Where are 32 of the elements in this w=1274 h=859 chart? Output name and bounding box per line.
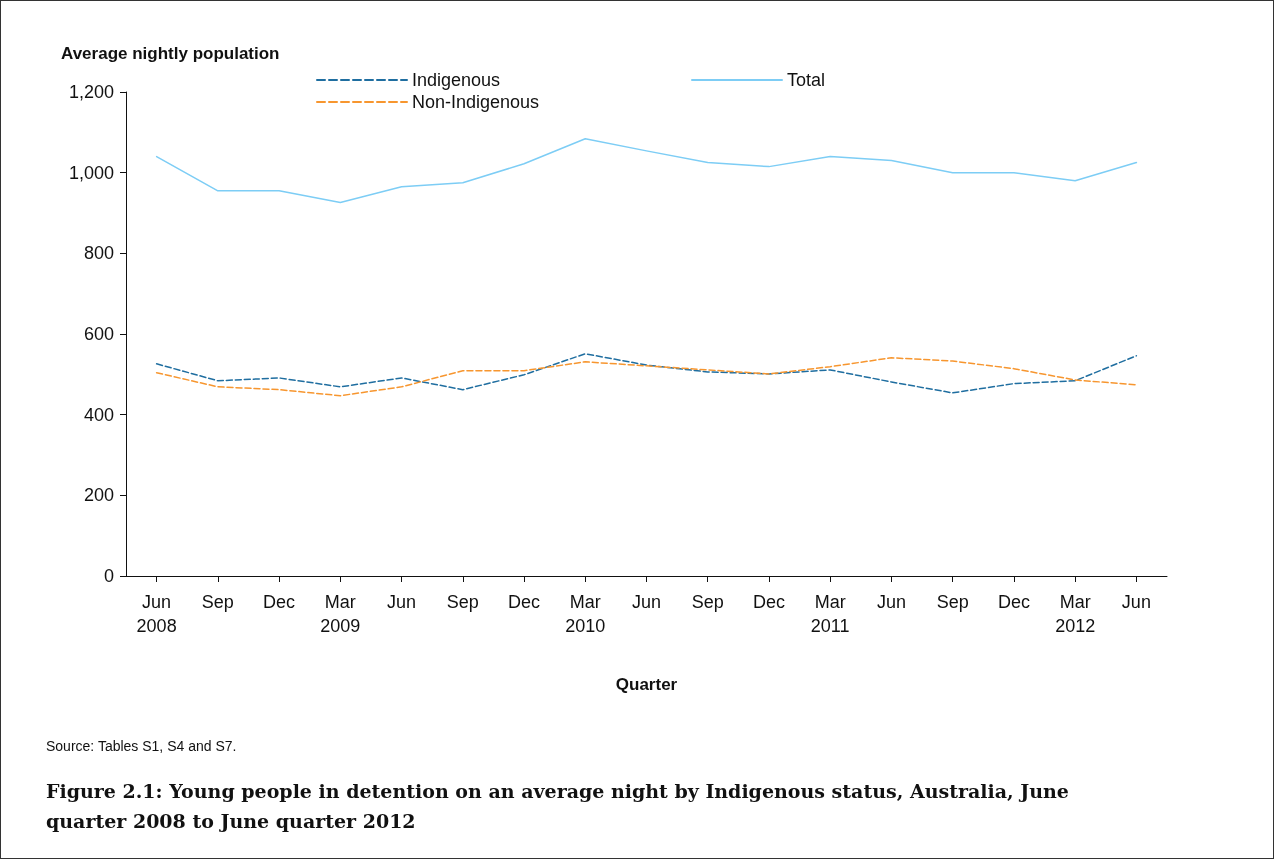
x-axis-title: Quarter [615,675,678,694]
x-tick-label: Jun [387,592,417,612]
x-tick-label: Mar 2011 [810,592,850,636]
y-axis-title: Average nightly population [61,44,280,63]
x-tick-label: Sep [201,592,234,612]
legend-label: Total [787,70,826,90]
y-tick-label: 400 [83,404,114,425]
x-tick-label: Jun [1121,592,1151,612]
y-tick-label: 800 [83,243,114,264]
x-tick-label: Jun [876,592,906,612]
x-tick-label: Dec [997,592,1030,612]
x-tick-label: Jun [631,592,662,612]
y-tick-label: 1,200 [68,82,114,102]
x-tick-label: Dec [263,592,296,612]
y-tick-label: 600 [83,324,114,344]
text: Figure 2.1: Young people in detention on an average night by Indigenous status, Australia, June quarter 2008 to June quarter 2012 [46,780,1076,832]
line-series [155,138,1138,204]
x-tick-label: Mar 2012 [1055,592,1096,636]
y-tick-label: 200 [83,485,114,506]
x-tick-label: Mar 2009 [320,592,361,636]
legend-label: Indigenous [412,70,501,90]
x-tick-label: Dec [752,592,785,612]
y-tick-label: 0 [103,566,114,586]
legend-label: Non-Indigenous [412,92,540,112]
x-tick-label: Jun 2008 [136,592,177,636]
x-tick-label: Sep [691,592,724,612]
x-tick-label: Dec [508,592,541,612]
x-tick-label: Sep [936,592,969,612]
x-tick-label: Mar 2010 [565,592,606,636]
x-tick-label: Sep [446,592,479,612]
y-tick-label: 1,000 [68,162,114,183]
source-note: Source: Tables S1, S4 and S7. [46,738,237,754]
